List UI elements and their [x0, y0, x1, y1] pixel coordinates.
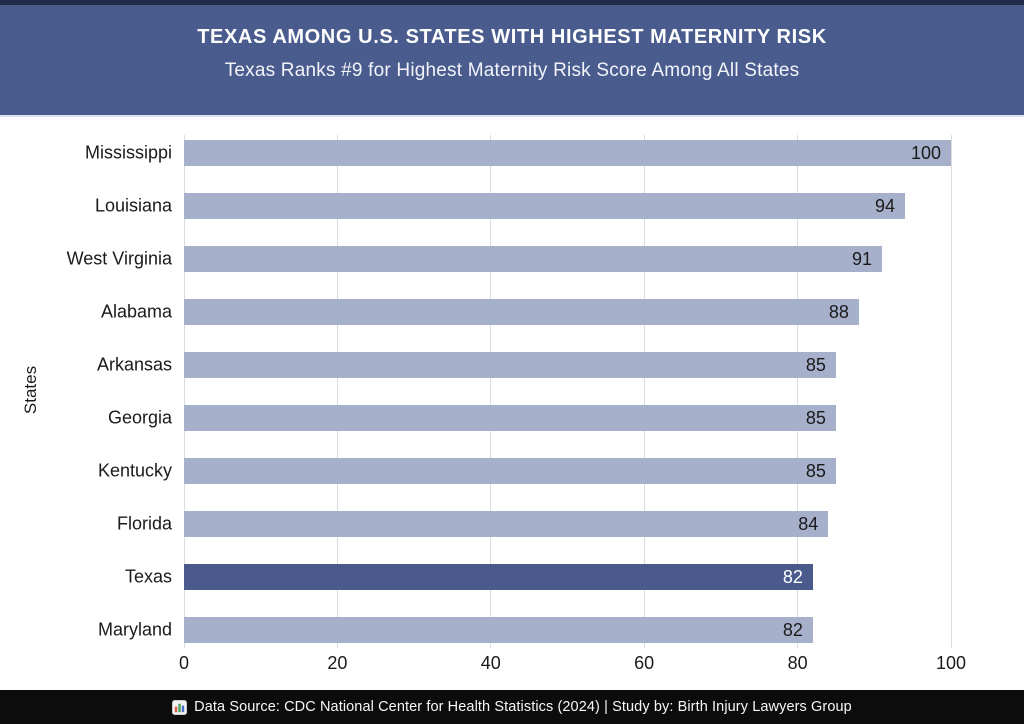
category-label: Maryland — [97, 619, 172, 640]
bar: 94 — [184, 193, 905, 219]
value-label: 91 — [851, 249, 872, 269]
x-tick-label: 80 — [787, 653, 808, 673]
category-label: Louisiana — [94, 195, 172, 216]
x-tick-label: 40 — [480, 653, 501, 673]
category-label: Texas — [124, 566, 172, 587]
x-tick-label: 0 — [178, 653, 190, 673]
value-label: 84 — [798, 514, 819, 534]
value-label: 85 — [805, 461, 826, 481]
gridline — [643, 135, 645, 648]
x-tick-label: 20 — [327, 653, 348, 673]
category-label: Florida — [116, 513, 172, 534]
gridline — [336, 135, 338, 648]
category-label: Kentucky — [97, 460, 172, 481]
category-label: Arkansas — [96, 354, 172, 375]
bar: 84 — [184, 511, 829, 537]
gridline — [183, 135, 185, 648]
value-label: 82 — [782, 620, 803, 640]
bar-chart-icon — [172, 699, 188, 715]
chart-subtitle: Texas Ranks #9 for Highest Maternity Ris… — [224, 60, 800, 81]
value-label: 88 — [828, 302, 849, 322]
value-label: 85 — [805, 408, 826, 428]
value-label: 82 — [782, 567, 803, 587]
category-label: Mississippi — [84, 142, 172, 163]
bar: 91 — [184, 246, 882, 272]
source-footer: Data Source: CDC National Center for Hea… — [0, 690, 1024, 724]
chart-header: TEXAS AMONG U.S. STATES WITH HIGHEST MAT… — [0, 0, 1024, 117]
x-tick-label: 100 — [935, 653, 967, 673]
value-label: 94 — [874, 196, 895, 216]
bar: 100 — [184, 140, 951, 166]
category-label: Alabama — [100, 301, 172, 322]
bar: 82 — [184, 564, 813, 590]
value-label: 100 — [910, 143, 941, 163]
x-tick-label: 60 — [634, 653, 655, 673]
gridline — [950, 135, 952, 648]
chart-title: TEXAS AMONG U.S. STATES WITH HIGHEST MAT… — [197, 26, 827, 48]
source-text: Data Source: CDC National Center for Hea… — [194, 699, 852, 715]
bar: 85 — [184, 352, 836, 378]
bar: 88 — [184, 299, 859, 325]
bar: 82 — [184, 617, 813, 643]
value-label: 85 — [805, 355, 826, 375]
category-label: Georgia — [107, 407, 172, 428]
bar-chart: States 0 20 40 60 80 100 Mississippi 100 Louisia… — [0, 117, 1024, 690]
category-label: West Virginia — [66, 248, 172, 269]
bar: 85 — [184, 458, 836, 484]
gridline — [490, 135, 492, 648]
bar: 85 — [184, 405, 836, 431]
gridline — [797, 135, 799, 648]
